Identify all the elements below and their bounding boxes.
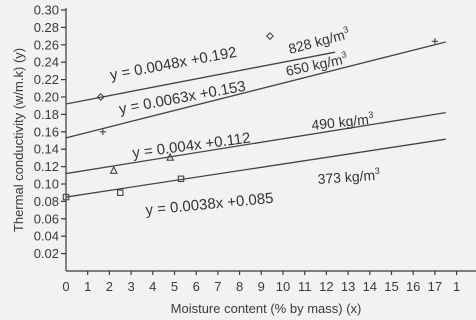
x-tick-label: 16 bbox=[406, 279, 420, 294]
x-tick-label: 8 bbox=[236, 279, 243, 294]
plot-layer: 0.02 0.04 0.06 0.08 0.10 0.12 0.14 0.16 0.18 0.20… bbox=[11, 3, 476, 316]
x-tick-label: 4 bbox=[149, 279, 156, 294]
y-tick-label: 0.16 bbox=[34, 124, 59, 139]
x-tick-label: 13 bbox=[341, 279, 355, 294]
y-tick-label: 0.10 bbox=[34, 177, 59, 192]
y-tick-label: 0.12 bbox=[34, 159, 59, 174]
y-tick-label: 0.18 bbox=[34, 107, 59, 122]
y-tick-label: 0.02 bbox=[34, 246, 59, 261]
y-tick-label: 0.20 bbox=[34, 90, 59, 105]
density-value: 373 kg/m bbox=[317, 167, 376, 187]
series-line bbox=[65, 138, 446, 198]
x-tick-label: 1 bbox=[84, 279, 91, 294]
triangle-marker bbox=[166, 152, 175, 161]
x-tick-label: 17 bbox=[428, 279, 442, 294]
series-line bbox=[65, 112, 446, 175]
equation-label: y = 0.0048x +0.192 bbox=[109, 44, 238, 84]
y-axis-label: Thermal conductivity (w/m.k) (y) bbox=[11, 48, 26, 232]
y-tick-label: 0.04 bbox=[34, 229, 59, 244]
density-label: 373 kg/m3 bbox=[317, 166, 381, 187]
series-line bbox=[65, 51, 336, 105]
y-tick-label: 0.24 bbox=[34, 55, 59, 70]
square-marker bbox=[62, 193, 70, 201]
density-unit-exponent: 3 bbox=[340, 49, 347, 60]
diamond-marker bbox=[96, 93, 105, 101]
series-line bbox=[65, 41, 446, 139]
equation-label: y = 0.0063x +0.153 bbox=[118, 78, 247, 118]
density-value: 490 kg/m bbox=[311, 111, 370, 133]
x-tick-label: 11 bbox=[298, 279, 312, 294]
diamond-marker bbox=[266, 32, 274, 41]
plus-marker bbox=[99, 128, 107, 135]
equation-label: y = 0.0038x +0.085 bbox=[145, 190, 274, 219]
y-tick-label: 0.08 bbox=[34, 194, 59, 209]
density-label: 490 kg/m3 bbox=[311, 110, 375, 133]
x-tick-label: 15 bbox=[384, 279, 398, 294]
x-tick-label: 3 bbox=[127, 279, 134, 294]
x-axis-label: Moisture content (% by mass) (x) bbox=[171, 301, 362, 316]
triangle-marker bbox=[109, 165, 118, 174]
square-marker bbox=[177, 175, 185, 183]
x-tick-label: 7 bbox=[214, 279, 221, 294]
y-tick-label: 0.06 bbox=[34, 211, 59, 226]
x-tick-label: 2 bbox=[106, 279, 113, 294]
y-tick-label: 0.26 bbox=[34, 37, 59, 52]
x-tick-label: 5 bbox=[171, 279, 178, 294]
x-tick-label: 9 bbox=[258, 279, 265, 294]
x-tick-label: 1 bbox=[453, 279, 460, 294]
x-tick-label: 14 bbox=[363, 279, 377, 294]
y-tick-label: 0.14 bbox=[34, 142, 59, 157]
density-unit-exponent: 3 bbox=[342, 24, 349, 35]
x-tick-label: 0 bbox=[62, 279, 69, 294]
x-tick-label: 6 bbox=[193, 279, 200, 294]
x-tick-label: 12 bbox=[319, 279, 333, 294]
density-unit-exponent: 3 bbox=[374, 166, 380, 176]
x-tick-label: 10 bbox=[276, 279, 290, 294]
density-unit-exponent: 3 bbox=[368, 110, 374, 120]
y-tick-label: 0.22 bbox=[34, 72, 59, 87]
y-tick-label: 0.30 bbox=[34, 3, 59, 18]
square-marker bbox=[117, 189, 124, 196]
plus-marker bbox=[431, 38, 439, 45]
equation-label: y = 0.004x +0.112 bbox=[131, 130, 251, 162]
y-tick-label: 0.28 bbox=[34, 20, 59, 35]
